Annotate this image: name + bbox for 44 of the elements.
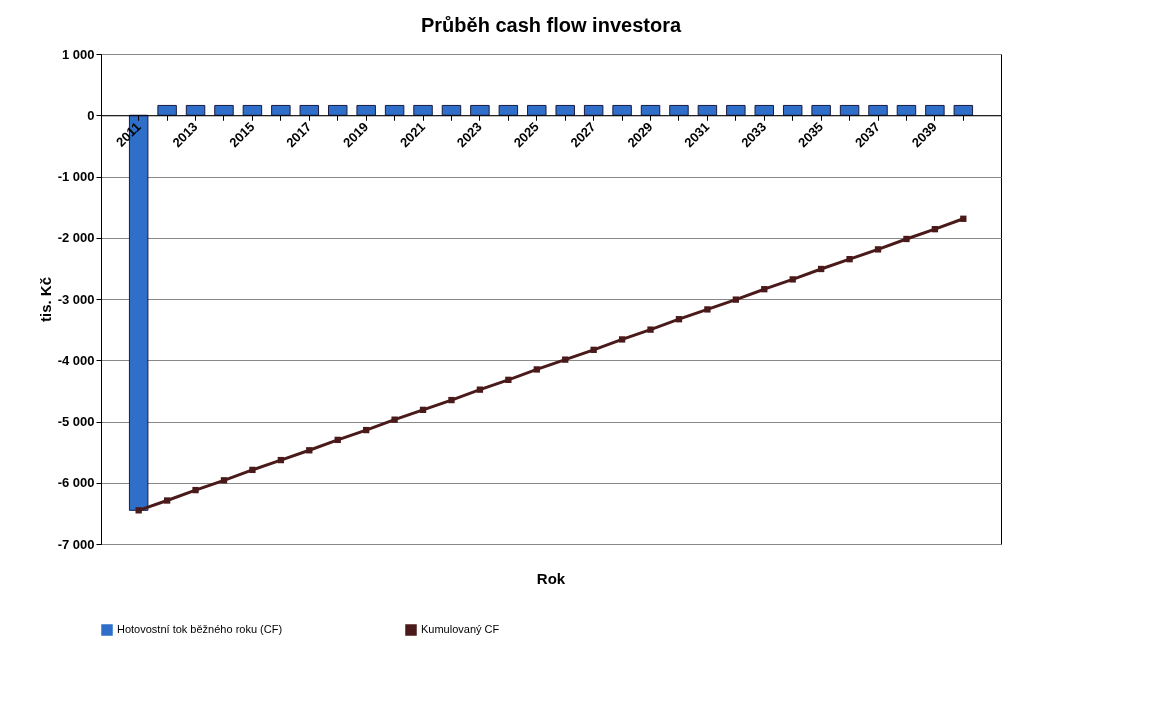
point xyxy=(675,316,683,323)
y-tick-label: -3 000 xyxy=(57,291,95,307)
y-tick-label: -1 000 xyxy=(57,169,95,184)
legend-label: Hotovostní tok běžného roku (CF) xyxy=(117,623,283,635)
point xyxy=(533,366,540,373)
point xyxy=(419,406,427,414)
point xyxy=(306,447,313,454)
y-tick-label: -2 000 xyxy=(57,230,95,246)
point xyxy=(505,376,512,384)
point xyxy=(960,215,967,222)
point xyxy=(590,346,597,353)
point xyxy=(761,286,768,293)
point xyxy=(874,246,882,253)
point xyxy=(903,235,910,243)
point xyxy=(249,466,256,474)
point xyxy=(391,416,398,423)
point xyxy=(476,386,484,393)
point xyxy=(647,326,654,333)
point xyxy=(192,486,199,494)
y-tick-label: 1 000 xyxy=(61,46,95,62)
y-axis-title: tis. Kč xyxy=(36,276,54,323)
point xyxy=(163,497,171,504)
point xyxy=(732,296,739,303)
point xyxy=(220,477,228,484)
legend-label: Kumulovaný CF xyxy=(421,623,500,635)
point xyxy=(931,226,939,233)
point xyxy=(817,265,825,273)
point xyxy=(789,276,796,283)
point xyxy=(704,306,711,313)
point xyxy=(363,426,370,434)
y-tick-label: -5 000 xyxy=(57,414,95,429)
point xyxy=(448,396,455,404)
point xyxy=(277,456,285,464)
y-tick-label: -4 000 xyxy=(57,352,95,368)
y-tick-label: 0 xyxy=(87,107,95,123)
point xyxy=(562,356,569,363)
point xyxy=(618,336,626,343)
y-tick-label: -7 000 xyxy=(57,536,95,552)
y-tick-label: -6 000 xyxy=(57,475,95,491)
point xyxy=(846,256,853,263)
point xyxy=(135,507,142,514)
point xyxy=(334,436,341,444)
chart-title: Průběh cash flow investora xyxy=(420,14,682,36)
x-axis-title: Rok xyxy=(536,570,566,587)
